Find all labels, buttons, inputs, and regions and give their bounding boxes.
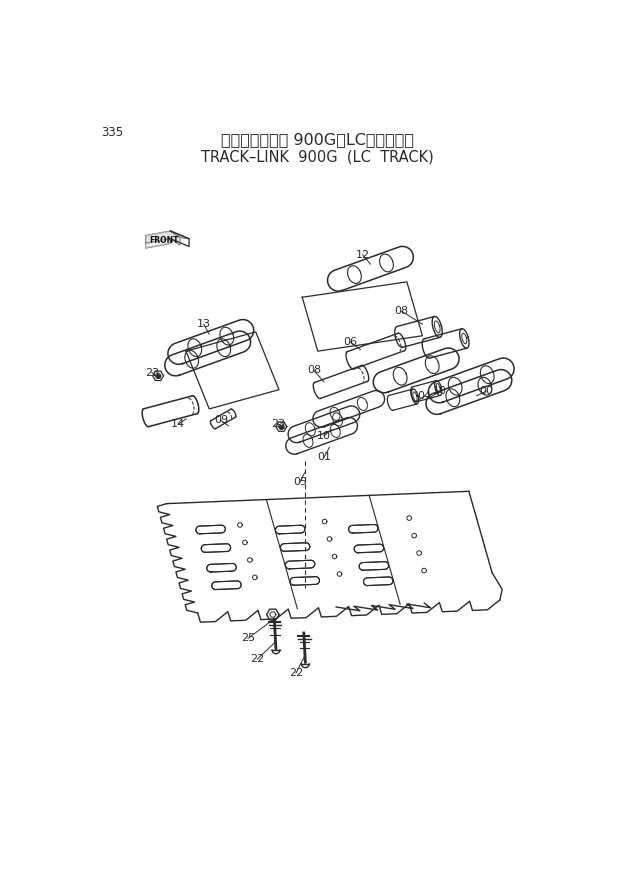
Text: 08: 08 [307,366,321,375]
Text: 01: 01 [317,452,331,463]
Polygon shape [146,231,180,245]
Text: 335: 335 [100,127,123,140]
Text: 22: 22 [250,654,264,664]
Text: TRACK–LINK  900G  (LC  TRACK): TRACK–LINK 900G (LC TRACK) [202,149,434,164]
Text: FRONT: FRONT [149,236,179,244]
Text: 23: 23 [271,419,285,430]
Text: 13: 13 [197,320,211,329]
Text: 08: 08 [394,306,409,316]
Polygon shape [170,231,189,238]
Text: 06: 06 [343,337,357,347]
Text: 09: 09 [214,416,228,425]
Text: 22: 22 [289,668,303,678]
Text: 14: 14 [171,419,185,430]
Text: 10: 10 [317,431,331,441]
Text: 00: 00 [479,386,493,396]
Text: 04: 04 [418,391,432,401]
Text: 23: 23 [145,368,159,378]
Text: 25: 25 [241,634,255,643]
Text: トラックリンク 900G（LCトラック）: トラックリンク 900G（LCトラック） [221,132,414,147]
Text: 12: 12 [356,250,370,260]
Text: 10: 10 [433,386,447,396]
Text: 05: 05 [293,477,307,487]
Polygon shape [146,238,170,248]
